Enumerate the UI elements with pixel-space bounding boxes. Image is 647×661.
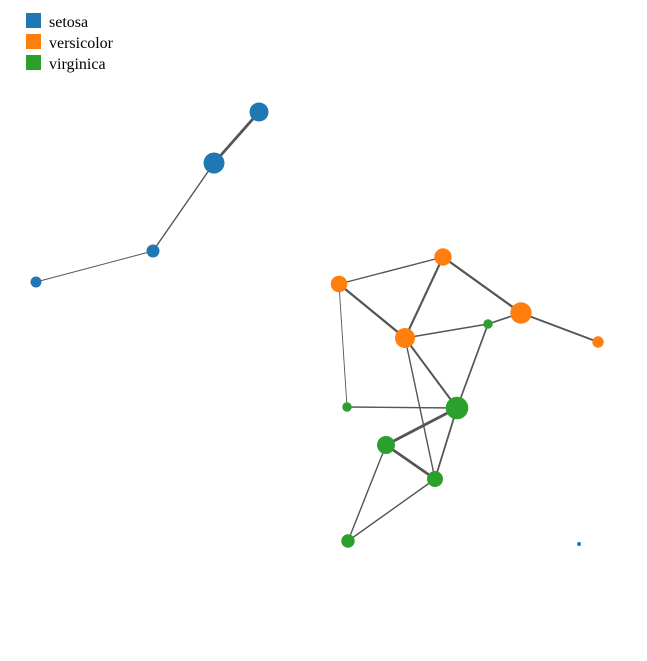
legend: setosa versicolor virginica: [26, 13, 114, 73]
legend-item-setosa: setosa: [26, 13, 88, 31]
legend-swatch-virginica: [26, 55, 41, 70]
legend-swatch-setosa: [26, 13, 41, 28]
edge-virginica-4--virginica-6: [347, 444, 387, 542]
node-setosa-2: [203, 152, 225, 174]
node-virginica-3: [445, 396, 469, 420]
node-setosa-3: [146, 244, 160, 258]
edge-versicolor-2--virginica-2: [338, 283, 348, 408]
edge-virginica-3--virginica-5: [434, 407, 458, 480]
legend-label-versicolor: versicolor: [49, 35, 114, 52]
edge-virginica-5--virginica-6: [347, 478, 436, 542]
edge-versicolor-4--virginica-3: [404, 337, 458, 409]
node-virginica-6: [341, 534, 355, 548]
edge-virginica-3--virginica-4: [384, 406, 459, 447]
edge-setosa-2--setosa-3: [152, 162, 215, 252]
node-setosa-5: [577, 542, 581, 546]
legend-label-setosa: setosa: [49, 14, 88, 31]
edge-virginica-4--virginica-5: [384, 443, 437, 481]
edge-versicolor-1--versicolor-3: [441, 255, 523, 315]
edge-virginica-2--virginica-3: [346, 406, 458, 409]
edges-layer: [35, 110, 599, 542]
legend-swatch-versicolor: [26, 34, 41, 49]
edge-versicolor-4--virginica-5: [404, 337, 436, 480]
node-versicolor-5: [592, 336, 604, 348]
edge-setosa-3--setosa-4: [35, 250, 154, 283]
legend-item-versicolor: versicolor: [26, 34, 114, 52]
node-versicolor-1: [434, 248, 452, 266]
node-virginica-4: [377, 436, 395, 454]
edge-setosa-1--setosa-2: [212, 110, 261, 165]
edge-versicolor-3--versicolor-5: [520, 312, 599, 343]
nodes-layer: [30, 102, 604, 548]
node-versicolor-3: [510, 302, 532, 324]
node-virginica-5: [427, 471, 443, 487]
edge-versicolor-1--versicolor-2: [338, 256, 444, 285]
node-setosa-1: [249, 102, 269, 122]
edge-versicolor-2--versicolor-4: [337, 282, 407, 340]
legend-label-virginica: virginica: [49, 56, 106, 73]
node-versicolor-4: [395, 328, 415, 348]
node-versicolor-2: [330, 275, 348, 293]
legend-item-virginica: virginica: [26, 55, 106, 73]
node-setosa-4: [30, 276, 42, 288]
edge-versicolor-4--virginica-1: [404, 323, 489, 339]
edge-virginica-1--virginica-3: [456, 323, 489, 409]
node-virginica-2: [342, 402, 352, 412]
edge-versicolor-1--versicolor-4: [403, 255, 445, 340]
node-virginica-1: [483, 319, 493, 329]
